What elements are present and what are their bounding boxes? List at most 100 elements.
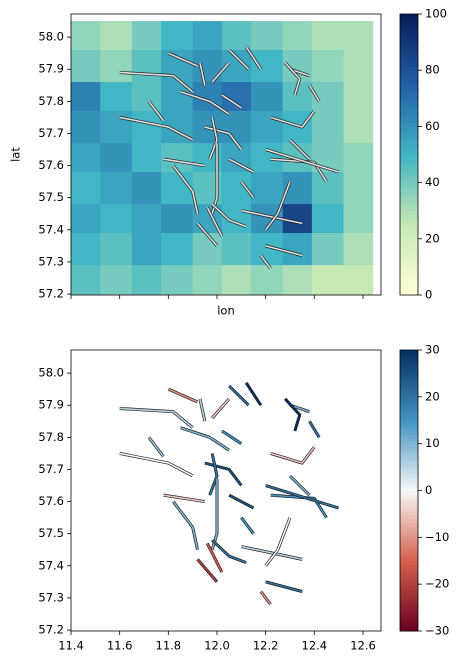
heatmap-cell (251, 143, 284, 173)
segment (119, 407, 194, 429)
colorbar-slice (400, 350, 418, 355)
colorbar-slice (400, 231, 418, 236)
segment (265, 581, 303, 593)
colorbar-slice (400, 45, 418, 50)
segment (240, 181, 255, 199)
x-tick-label: 12.4 (302, 639, 328, 653)
heatmap-cell (221, 110, 252, 144)
colorbar-slice (400, 609, 418, 614)
segment (199, 62, 206, 86)
segment-outline (172, 500, 199, 551)
segment (221, 94, 242, 109)
colorbar-slice (400, 273, 418, 278)
heatmap-cell (311, 172, 345, 205)
colorbar-slice (400, 451, 418, 456)
colorbar-slice (400, 388, 418, 393)
heatmap-cell (100, 21, 133, 51)
heatmap-cell (251, 110, 284, 144)
colorbar-slice (400, 242, 418, 247)
x-tick-label: 11.8 (156, 639, 182, 653)
colorbar-slice (400, 129, 418, 134)
segment (265, 484, 339, 509)
segment (172, 165, 199, 214)
colorbar-slice (400, 616, 418, 621)
colorbar-frame (399, 13, 419, 296)
colorbar-slice (400, 179, 418, 184)
colorbar-slice (400, 402, 418, 407)
colorbar-slice (400, 465, 418, 470)
colorbar-slice (400, 259, 418, 264)
colorbar-slice (400, 399, 418, 404)
segment (196, 222, 218, 247)
colorbar-slice (400, 367, 418, 372)
colorbar-slice (400, 224, 418, 229)
heatmap-cell (71, 233, 101, 266)
segment (206, 206, 223, 237)
segment (211, 398, 230, 419)
colorbar-slice (400, 189, 418, 194)
y-tick-label: 57.8 (38, 94, 64, 108)
colorbar-slice (400, 210, 418, 215)
colorbar-slice (400, 567, 418, 572)
colorbar-slice (400, 395, 418, 400)
y-tick-label: 57.6 (38, 494, 64, 508)
colorbar-slice (400, 31, 418, 36)
colorbar-slice (400, 550, 418, 555)
colorbar-slice (400, 238, 418, 243)
colorbar-slice (400, 42, 418, 47)
heatmap-cell (131, 49, 162, 83)
colorbar-slice (400, 571, 418, 576)
heatmap-cell (161, 265, 194, 295)
colorbar-slice (400, 606, 418, 611)
colorbar-slice (400, 434, 418, 439)
heatmap-cell (100, 172, 133, 205)
colorbar-slice (400, 529, 418, 534)
colorbar-tick-label: 0 (425, 288, 432, 302)
colorbar-slice (400, 217, 418, 222)
colorbar-slice (400, 511, 418, 516)
colorbar-slice (400, 228, 418, 233)
segment (228, 49, 250, 70)
heatmap-cell (251, 172, 284, 205)
colorbar-slice (400, 291, 418, 296)
segment (168, 52, 198, 67)
colorbar-slice (400, 444, 418, 449)
segment (119, 116, 194, 141)
colorbar-slice (400, 63, 418, 68)
heatmap-cell (282, 233, 313, 266)
colorbar-slice (400, 406, 418, 411)
colorbar-slice (400, 203, 418, 208)
heatmap-cell (311, 110, 345, 144)
heatmap-cell (221, 21, 252, 51)
colorbar-slice (400, 599, 418, 604)
colorbar-slice (400, 448, 418, 453)
segment (270, 446, 315, 464)
colorbar-slice (400, 80, 418, 85)
segment (211, 539, 247, 564)
colorbar-slice (400, 353, 418, 358)
colorbar-slice (400, 560, 418, 565)
heatmap-cell (131, 204, 162, 234)
colorbar-slice (400, 126, 418, 131)
segment-outline (284, 397, 302, 432)
colorbar-slice (400, 458, 418, 463)
colorbar-slice (400, 84, 418, 89)
colorbar-slice (400, 501, 418, 506)
segment (284, 398, 301, 432)
colorbar-slice (400, 574, 418, 579)
segment (270, 158, 328, 183)
colorbar-tick-label: 100 (425, 7, 447, 21)
colorbar-slice (400, 252, 418, 257)
segment (265, 245, 303, 257)
heatmap-cell (71, 49, 101, 83)
colorbar-slice (400, 77, 418, 82)
colorbar-slice (400, 207, 418, 212)
segment (260, 255, 272, 269)
y-tick-label: 57.9 (38, 398, 64, 412)
heatmap-cell (311, 49, 345, 83)
segment (270, 494, 328, 519)
segment (119, 452, 194, 477)
heatmap-cell (71, 143, 101, 173)
colorbar-slice (400, 235, 418, 240)
colorbar-slice (400, 175, 418, 180)
